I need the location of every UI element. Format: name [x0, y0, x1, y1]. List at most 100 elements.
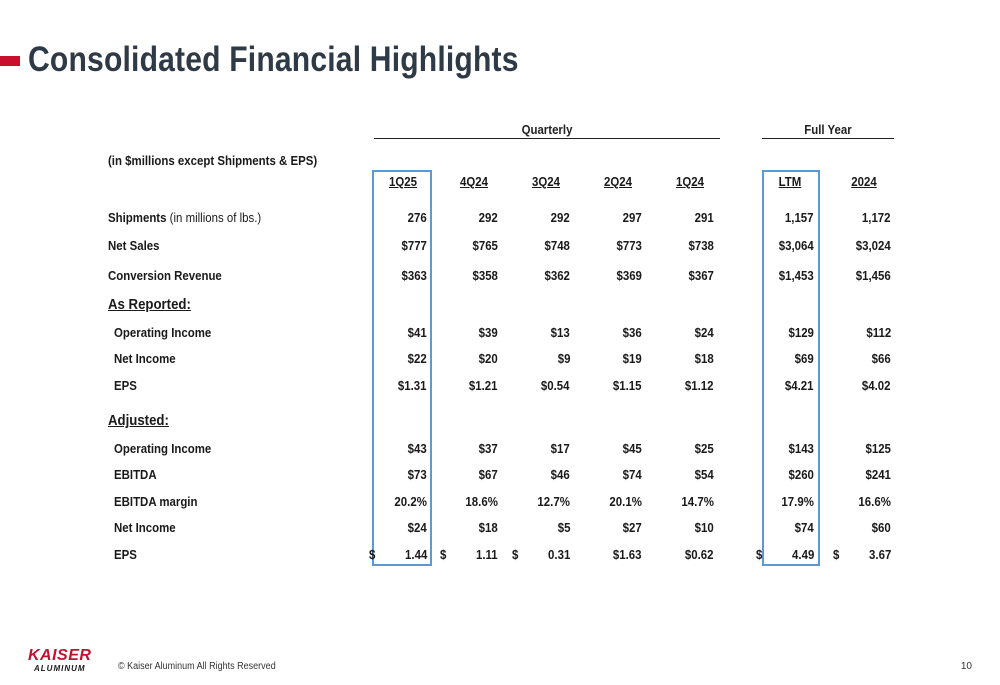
- table-cell: $1,456: [825, 268, 891, 283]
- table-cell: $363: [361, 268, 427, 283]
- row-label-text: Conversion Revenue: [108, 268, 222, 283]
- table-cell: $241: [825, 467, 891, 482]
- table-cell: $1.44: [361, 547, 427, 562]
- table-cell: $777: [361, 238, 427, 253]
- cell-value: $66: [871, 351, 891, 366]
- table-cell: $0.62: [648, 547, 714, 562]
- column-header-4q24: 4Q24: [460, 174, 488, 189]
- table-cell: $20: [432, 351, 498, 366]
- row-label: EBITDA: [114, 467, 157, 482]
- column-header-1q24: 1Q24: [676, 174, 704, 189]
- cell-value: $129: [788, 325, 814, 340]
- table-cell: $74: [576, 467, 642, 482]
- cell-value: $4.21: [785, 378, 814, 393]
- table-cell: $0.31: [504, 547, 570, 562]
- table-cell: 20.2%: [361, 494, 427, 509]
- table-cell: $773: [576, 238, 642, 253]
- table-cell: $24: [648, 325, 714, 340]
- row-label-text: Net Sales: [108, 238, 160, 253]
- cell-value: $358: [472, 268, 498, 283]
- cell-value: $25: [694, 441, 714, 456]
- table-cell: $27: [576, 520, 642, 535]
- cell-value: $0.54: [541, 378, 570, 393]
- highlight-box-ltm: [762, 170, 820, 566]
- table-cell: $69: [748, 351, 814, 366]
- cell-value: $748: [544, 238, 570, 253]
- cell-value: 17.9%: [781, 494, 814, 509]
- cell-value: 20.1%: [609, 494, 642, 509]
- cell-value: 292: [550, 210, 570, 225]
- table-cell: $67: [432, 467, 498, 482]
- table-cell: 292: [504, 210, 570, 225]
- table-cell: $1.21: [432, 378, 498, 393]
- cell-value: $765: [472, 238, 498, 253]
- cell-value: $5: [557, 520, 570, 535]
- table-cell: 1,157: [748, 210, 814, 225]
- table-cell: $112: [825, 325, 891, 340]
- logo-wordmark-top: KAISER: [28, 647, 92, 664]
- cell-value: 297: [622, 210, 642, 225]
- table-cell: $45: [576, 441, 642, 456]
- cell-value: $1.21: [469, 378, 498, 393]
- table-cell: $358: [432, 268, 498, 283]
- cell-value: 4.49: [791, 547, 814, 562]
- cell-value: $367: [688, 268, 714, 283]
- cell-value: $260: [788, 467, 814, 482]
- row-label-text: Shipments: [108, 210, 167, 225]
- table-cell: $260: [748, 467, 814, 482]
- column-header-2024: 2024: [851, 174, 877, 189]
- table-cell: $18: [648, 351, 714, 366]
- table-cell: $9: [504, 351, 570, 366]
- table-cell: $54: [648, 467, 714, 482]
- cell-value: $73: [407, 467, 427, 482]
- cell-value: 12.7%: [537, 494, 570, 509]
- column-header-3q24: 3Q24: [532, 174, 560, 189]
- currency-symbol: $: [833, 547, 840, 562]
- table-cell: 1,172: [825, 210, 891, 225]
- table-cell: $36: [576, 325, 642, 340]
- table-cell: $17: [504, 441, 570, 456]
- cell-value: $125: [865, 441, 891, 456]
- cell-value: $19: [622, 351, 642, 366]
- currency-symbol: $: [512, 547, 519, 562]
- group-underline-quarterly: [374, 138, 720, 139]
- cell-value: $1,453: [779, 268, 814, 283]
- cell-value: 276: [407, 210, 427, 225]
- cell-value: $67: [478, 467, 498, 482]
- table-cell: $143: [748, 441, 814, 456]
- row-label: Net Income: [114, 520, 176, 535]
- table-cell: $74: [748, 520, 814, 535]
- table-cell: $18: [432, 520, 498, 535]
- table-cell: $0.54: [504, 378, 570, 393]
- cell-value: $36: [622, 325, 642, 340]
- table-cell: $1.11: [432, 547, 498, 562]
- row-label: Operating Income: [114, 441, 211, 456]
- cell-value: $773: [616, 238, 642, 253]
- table-cell: $367: [648, 268, 714, 283]
- cell-value: $13: [550, 325, 570, 340]
- highlight-box-1q25: [372, 170, 432, 566]
- cell-value: $1.31: [398, 378, 427, 393]
- cell-value: $60: [871, 520, 891, 535]
- table-cell: 18.6%: [432, 494, 498, 509]
- table-cell: $1.63: [576, 547, 642, 562]
- logo-wordmark-bottom: ALUMINUM: [34, 664, 86, 673]
- cell-value: $24: [694, 325, 714, 340]
- table-cell: $748: [504, 238, 570, 253]
- page-number: 10: [960, 661, 972, 672]
- cell-value: $17: [550, 441, 570, 456]
- group-header-full-year: Full Year: [804, 122, 852, 137]
- table-cell: $25: [648, 441, 714, 456]
- cell-value: $0.62: [685, 547, 714, 562]
- cell-value: $46: [550, 467, 570, 482]
- table-cell: $19: [576, 351, 642, 366]
- table-cell: $73: [361, 467, 427, 482]
- table-cell: $66: [825, 351, 891, 366]
- table-cell: 17.9%: [748, 494, 814, 509]
- cell-value: $4.02: [862, 378, 891, 393]
- row-label-text: Operating Income: [114, 325, 212, 340]
- table-cell: 297: [576, 210, 642, 225]
- table-cell: $46: [504, 467, 570, 482]
- row-label: Shipments (in millions of lbs.): [108, 210, 261, 225]
- cell-value: $363: [401, 268, 427, 283]
